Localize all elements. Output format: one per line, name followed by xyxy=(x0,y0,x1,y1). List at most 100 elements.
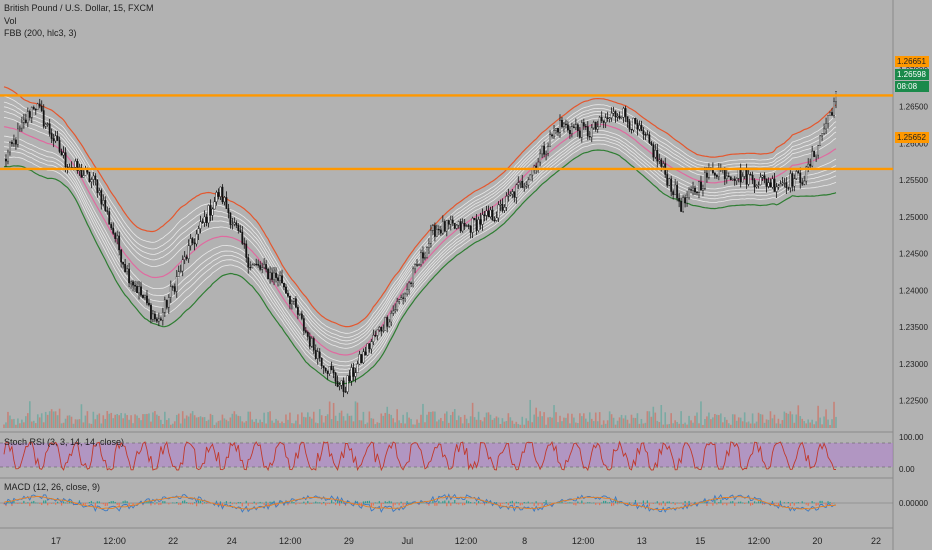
candle-body xyxy=(656,150,659,162)
volume-bar xyxy=(579,413,581,428)
volume-bar xyxy=(36,414,39,428)
macd-histogram-bar xyxy=(527,501,529,504)
volume-bar xyxy=(181,411,184,428)
candle-body xyxy=(84,169,87,176)
macd-histogram-bar xyxy=(811,501,813,504)
candle-body xyxy=(334,372,337,382)
candle-body xyxy=(835,91,837,103)
volume-bar xyxy=(588,412,591,428)
macd-histogram-bar xyxy=(225,501,227,504)
volume-bar xyxy=(84,415,87,428)
macd-histogram-bar xyxy=(720,499,722,504)
candle-body xyxy=(636,123,639,130)
volume-bar xyxy=(32,420,35,428)
volume-bar xyxy=(283,423,285,428)
volume-bar xyxy=(263,412,265,428)
macd-histogram-bar xyxy=(23,500,25,504)
candle-body xyxy=(807,163,810,168)
volume-bar xyxy=(519,424,522,428)
candle-body xyxy=(596,126,599,130)
macd-histogram-bar xyxy=(396,502,398,504)
macd-histogram-bar xyxy=(769,503,772,505)
macd-histogram-bar xyxy=(114,501,116,504)
macd-histogram-bar xyxy=(565,503,567,504)
candle-body xyxy=(318,351,321,359)
volume-bar xyxy=(523,424,526,428)
macd-histogram-bar xyxy=(573,503,575,505)
volume-bar xyxy=(477,411,480,428)
volume-bar xyxy=(235,414,238,428)
macd-histogram-bar xyxy=(440,502,442,504)
candle-body xyxy=(159,318,162,321)
macd-histogram-bar xyxy=(462,503,464,506)
macd-histogram-bar xyxy=(517,502,519,504)
macd-histogram-bar xyxy=(611,503,613,507)
time-tick-label: 8 xyxy=(522,536,527,546)
volume-bar xyxy=(420,414,422,428)
volume-bar xyxy=(74,419,77,428)
volume-bar xyxy=(781,420,784,428)
macd-histogram-bar xyxy=(100,503,102,504)
macd-histogram-bar xyxy=(523,501,525,504)
volume-bar xyxy=(312,411,315,428)
macd-histogram-bar xyxy=(543,502,545,504)
macd-histogram-bar xyxy=(382,503,384,504)
candle-body xyxy=(660,159,663,167)
volume-bar xyxy=(320,415,323,428)
time-tick-label: 17 xyxy=(51,536,61,546)
volume-bar xyxy=(120,413,122,428)
macd-histogram-bar xyxy=(755,502,758,504)
volume-bar xyxy=(543,412,545,428)
candle-body xyxy=(565,123,567,125)
candle-body xyxy=(725,175,728,179)
volume-bar xyxy=(27,413,29,428)
macd-histogram-bar xyxy=(599,503,601,506)
macd-histogram-bar xyxy=(477,501,480,504)
candle-body xyxy=(106,210,109,212)
volume-bar xyxy=(9,415,11,428)
candle-body xyxy=(743,169,746,177)
macd-histogram-bar xyxy=(404,503,406,505)
macd-histogram-bar xyxy=(474,502,476,504)
macd-histogram-bar xyxy=(43,500,45,504)
volume-bar xyxy=(277,420,279,428)
volume-bar xyxy=(573,417,575,428)
macd-histogram-bar xyxy=(446,503,448,507)
candle-body xyxy=(13,139,15,144)
macd-histogram-bar xyxy=(251,503,253,504)
macd-histogram-bar xyxy=(237,502,239,504)
volume-bar xyxy=(809,422,811,428)
candle-body xyxy=(805,166,808,182)
volume-bar xyxy=(499,423,502,428)
volume-bar xyxy=(747,421,750,428)
candle-body xyxy=(207,205,210,224)
volume-bar xyxy=(219,420,222,428)
candle-body xyxy=(34,108,37,111)
candle-body xyxy=(24,119,27,123)
macd-histogram-bar xyxy=(475,503,478,506)
volume-bar xyxy=(668,424,671,428)
volume-bar xyxy=(608,411,611,428)
volume-bar xyxy=(334,415,337,428)
volume-bar xyxy=(166,419,168,428)
macd-histogram-bar xyxy=(819,500,821,504)
candle-body xyxy=(253,263,256,266)
macd-histogram-bar xyxy=(537,503,539,506)
candle-body xyxy=(451,219,454,224)
macd-histogram-bar xyxy=(664,503,666,506)
candle-body xyxy=(251,264,254,269)
macd-histogram-bar xyxy=(561,501,563,504)
candle-body xyxy=(243,243,246,245)
volume-bar xyxy=(221,414,224,428)
candle-body xyxy=(38,103,41,107)
candle-body xyxy=(80,167,83,178)
candle-body xyxy=(289,296,291,305)
macd-histogram-bar xyxy=(563,503,565,504)
volume-bar xyxy=(606,420,609,428)
candle-body xyxy=(132,281,134,286)
macd-histogram-bar xyxy=(458,503,460,505)
volume-bar xyxy=(173,421,176,428)
candle-body xyxy=(827,115,829,124)
volume-bar xyxy=(386,406,389,428)
